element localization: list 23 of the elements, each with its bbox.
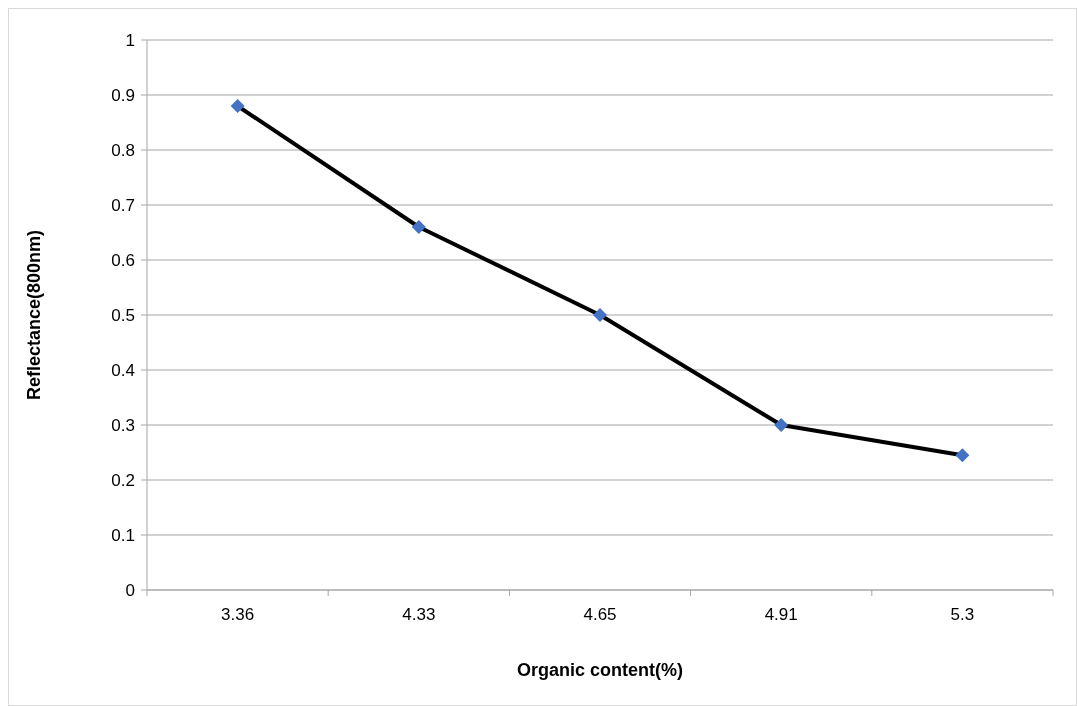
point [230, 99, 245, 113]
y-tick-label: 0.1 [111, 525, 135, 545]
y-tick-label: 0.9 [111, 85, 135, 105]
x-tick-label: 3.36 [221, 605, 255, 624]
point [774, 418, 789, 432]
y-tick-label: 0 [125, 580, 135, 600]
y-tick-label: 0.5 [111, 305, 135, 325]
x-tick-label: 4.91 [764, 605, 798, 624]
y-tick-label: 0.3 [111, 415, 135, 435]
point [955, 448, 970, 463]
point [411, 220, 426, 234]
x-tick-label: 4.65 [583, 605, 617, 624]
y-tick-label: 0.4 [111, 360, 135, 380]
y-tick-label: 0.7 [111, 195, 135, 215]
point [593, 308, 607, 322]
x-tick-label: 4.33 [402, 605, 436, 624]
y-axis-title: Reflectance(800nm) [24, 229, 44, 401]
y-tick-label: 0.6 [111, 250, 135, 270]
y-tick-label: 0.2 [111, 470, 135, 490]
y-tick-label: 0.8 [111, 140, 135, 160]
x-tick-label: 5.3 [950, 605, 975, 624]
x-axis-title: Organic content(%) [516, 660, 684, 680]
y-tick-label: 1 [125, 30, 135, 50]
